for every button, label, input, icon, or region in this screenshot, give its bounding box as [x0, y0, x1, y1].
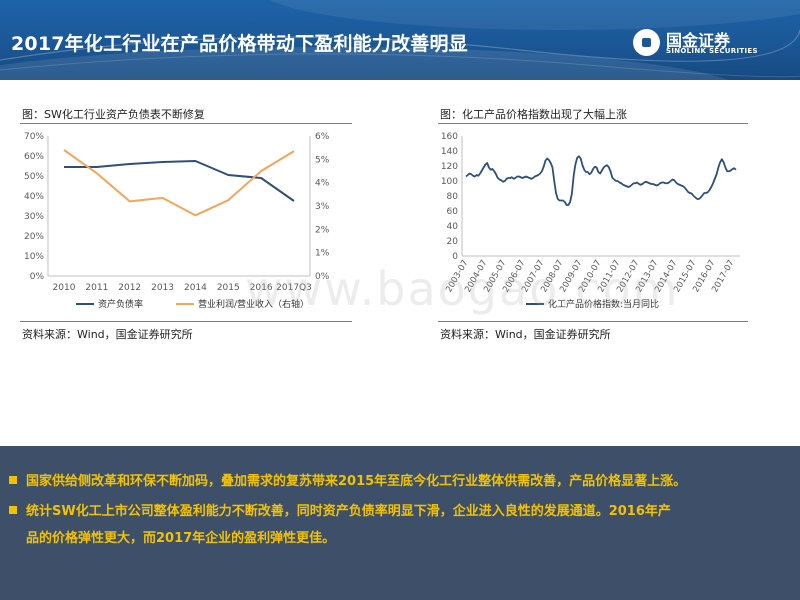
header-decoration — [0, 0, 800, 80]
x-tick-label: 2011 — [85, 283, 108, 293]
y-tick-label: 40 — [447, 222, 459, 232]
y2-tick-label: 1% — [315, 249, 330, 259]
summary-panel: 国家供给侧改革和环保不断加码，叠加需求的复苏带来2015年至底今化工行业整体供需… — [0, 446, 800, 600]
series-line — [63, 149, 295, 217]
y-tick-label: 70% — [24, 132, 44, 142]
right-chart-source: 资料来源：Wind，国金证券研究所 — [440, 328, 611, 341]
logo-icon — [633, 29, 660, 56]
y-tick-label: 20 — [447, 237, 459, 247]
y-tick-label: 40% — [24, 192, 44, 202]
left-chart-caption: 图：SW化工行业资产负债表不断修复 — [22, 108, 205, 121]
logo-name-cn: 国金证券 — [666, 31, 731, 50]
legend-label: 化工产品价格指数:当月同比 — [548, 298, 659, 310]
y-tick-label: 140 — [441, 147, 458, 157]
left-chart-source: 资料来源：Wind，国金证券研究所 — [22, 328, 193, 341]
y-tick-label: 20% — [24, 232, 44, 242]
y-tick-label: 100 — [441, 177, 458, 187]
left-source-divider — [20, 321, 352, 322]
left-chart: 0% 10% 20% 30% 40% 50% 60% 70% 0% 1% 2% 3% 4% 5% 6% 201… — [24, 132, 330, 310]
series-line — [64, 160, 295, 202]
y2-tick-label: 6% — [315, 132, 330, 142]
y2-tick-label: 2% — [315, 225, 330, 235]
x-tick-label: 2010 — [53, 283, 76, 293]
y-tick-label: 10% — [24, 252, 44, 262]
y-tick-label: 60 — [447, 207, 459, 217]
y-tick-label: 160 — [441, 132, 458, 142]
x-tick-label: 2017Q3 — [276, 283, 312, 293]
bullet-continuation: 品的价格弹性更大，而2017年企业的盈利弹性更佳。 — [26, 531, 336, 546]
legend-label: 资产负债率 — [98, 298, 143, 310]
y2-tick-label: 3% — [315, 202, 330, 212]
y-tick-label: 60% — [24, 152, 44, 162]
bullet-text: 统计SW化工上市公司整体盈利能力不断改善，同时资产负债率明显下滑，企业进入良性的… — [26, 504, 671, 519]
bullet-square-icon — [9, 506, 17, 514]
x-tick-label: 2015 — [217, 283, 240, 293]
bullet-item: 国家供给侧改革和环保不断加码，叠加需求的复苏带来2015年至底今化工行业整体供需… — [9, 469, 686, 495]
y2-tick-label: 0% — [315, 272, 330, 282]
right-chart-caption: 图：化工产品价格指数出现了大幅上涨 — [440, 108, 627, 121]
x-tick-label: 2013 — [151, 283, 174, 293]
header-banner: 2017年化工行业在产品价格带动下盈利能力改善明显 国金证券 SINOLINK … — [0, 0, 800, 80]
page-title: 2017年化工行业在产品价格带动下盈利能力改善明显 — [11, 33, 468, 55]
logo-name-en: SINOLINK SECURITIES — [666, 47, 758, 55]
legend-label: 营业利润/营业收入（右轴） — [198, 298, 309, 310]
left-caption-divider — [20, 123, 352, 124]
y2-tick-label: 5% — [315, 155, 330, 165]
y-tick-label: 0% — [30, 272, 45, 282]
x-tick-label: 2016 — [250, 283, 273, 293]
right-source-divider — [438, 321, 748, 322]
bullet-text: 国家供给侧改革和环保不断加码，叠加需求的复苏带来2015年至底今化工行业整体供需… — [26, 474, 687, 489]
y-tick-label: 0 — [452, 252, 458, 262]
x-tick-label: 2012 — [118, 283, 141, 293]
y-tick-label: 30% — [24, 212, 44, 222]
y2-tick-label: 4% — [315, 179, 330, 189]
series-line — [465, 155, 737, 206]
bullet-square-icon — [9, 476, 17, 484]
bullet-item: 统计SW化工上市公司整体盈利能力不断改善，同时资产负债率明显下滑，企业进入良性的… — [9, 499, 671, 525]
y-tick-label: 120 — [441, 162, 458, 172]
company-logo: 国金证券 SINOLINK SECURITIES — [633, 25, 793, 61]
y-tick-label: 80 — [447, 192, 459, 202]
watermark: www.baogao.com — [245, 262, 680, 316]
right-caption-divider — [438, 123, 748, 124]
y-tick-label: 50% — [24, 172, 44, 182]
right-chart: 0204060801001201401602003-072004-072005-… — [441, 132, 740, 310]
x-tick-label: 2014 — [184, 283, 207, 293]
